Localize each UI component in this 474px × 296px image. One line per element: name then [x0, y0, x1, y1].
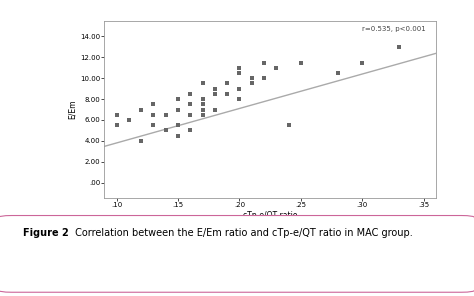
Point [199, 81, 206, 86]
Point [211, 86, 219, 91]
Point [113, 123, 120, 128]
Point [223, 81, 231, 86]
Point [150, 112, 157, 117]
Point [199, 97, 206, 102]
Point [150, 123, 157, 128]
Point [334, 70, 342, 75]
Point [236, 97, 243, 102]
Point [236, 86, 243, 91]
Point [248, 76, 255, 81]
Point [137, 107, 145, 112]
Text: Correlation between the E/Em ratio and cTp-e/QT ratio in MAC group.: Correlation between the E/Em ratio and c… [72, 228, 413, 237]
Point [150, 102, 157, 107]
Text: Figure 2: Figure 2 [23, 228, 69, 237]
Point [211, 107, 219, 112]
Point [223, 91, 231, 96]
Point [248, 81, 255, 86]
Point [162, 112, 170, 117]
Point [174, 107, 182, 112]
Point [199, 112, 206, 117]
Point [236, 70, 243, 75]
Text: r=0.535, p<0.001: r=0.535, p<0.001 [363, 26, 426, 32]
Y-axis label: E/Em: E/Em [68, 100, 77, 119]
Point [273, 65, 280, 70]
X-axis label: cTp-e/QT ratio: cTp-e/QT ratio [243, 211, 297, 220]
Point [297, 60, 305, 65]
Point [113, 112, 120, 117]
Point [358, 60, 366, 65]
Point [137, 139, 145, 143]
Point [199, 107, 206, 112]
Point [186, 128, 194, 133]
Point [186, 102, 194, 107]
Point [174, 123, 182, 128]
Point [285, 123, 292, 128]
Point [260, 60, 268, 65]
Point [211, 91, 219, 96]
Point [162, 128, 170, 133]
Point [186, 112, 194, 117]
Point [174, 133, 182, 138]
Point [260, 76, 268, 81]
Point [186, 91, 194, 96]
Point [125, 118, 133, 122]
Point [199, 102, 206, 107]
Point [174, 97, 182, 102]
Point [236, 65, 243, 70]
Point [395, 44, 403, 49]
FancyBboxPatch shape [0, 215, 474, 292]
